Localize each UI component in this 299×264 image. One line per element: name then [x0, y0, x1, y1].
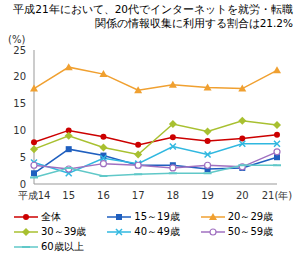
svg-text:17: 17: [132, 190, 145, 201]
html-text:50～59歳: 50～59歳: [227, 225, 274, 237]
svg-text:20: 20: [236, 190, 249, 201]
html-text:15～19歳: 15～19歳: [134, 210, 180, 222]
html-text:60歳以上: 60歳以上: [41, 240, 84, 252]
svg-text:19: 19: [201, 190, 214, 201]
svg-text:21(年): 21(年): [262, 190, 291, 201]
svg-text:16: 16: [97, 190, 110, 201]
svg-text:15: 15: [13, 98, 26, 109]
svg-text:10: 10: [13, 125, 26, 136]
html-text:20～29歳: 20～29歳: [227, 210, 274, 222]
svg-text:0: 0: [20, 179, 26, 190]
svg-text:18: 18: [166, 190, 179, 201]
svg-text:5: 5: [20, 152, 26, 163]
svg-text:25: 25: [13, 45, 26, 56]
svg-text:平成14: 平成14: [18, 190, 51, 201]
svg-text:15: 15: [62, 190, 75, 201]
svg-text:20: 20: [13, 71, 26, 82]
html-text:30～39歳: 30～39歳: [41, 225, 87, 237]
html-text:平成21年において、20代でインターネットを就労・転職関係の: 平成21年において、20代でインターネットを就労・転職関係の情報収集に利用する割…: [13, 3, 293, 29]
html-text:全体: 全体: [41, 210, 61, 222]
html-text:40～49歳: 40～49歳: [134, 225, 180, 237]
